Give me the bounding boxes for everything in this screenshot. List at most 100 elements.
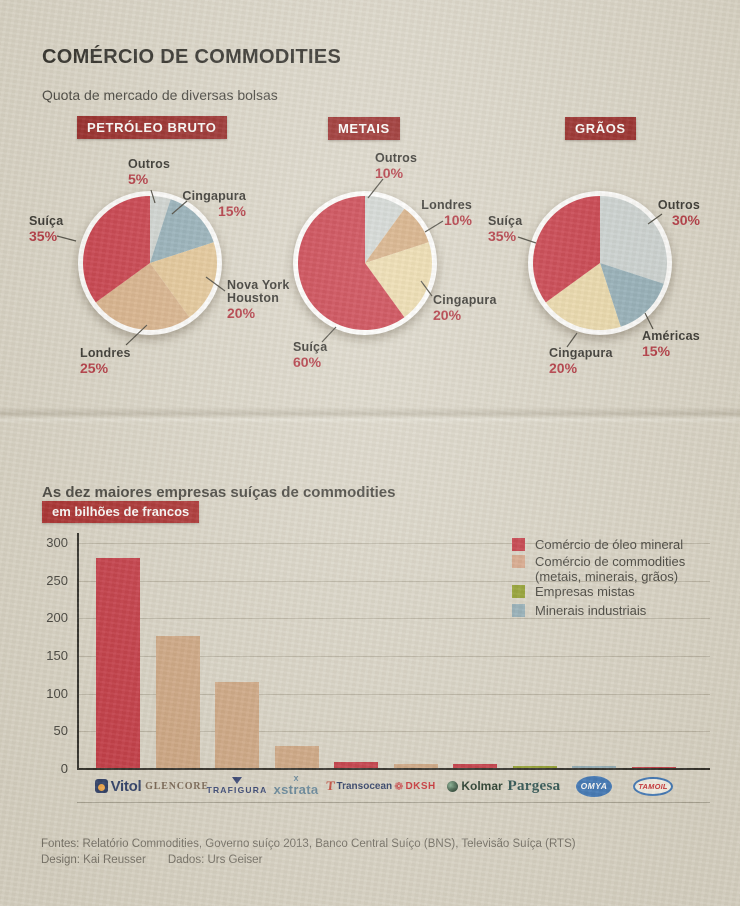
footer-credit-design: Design: Kai Reusser <box>41 854 146 866</box>
logo-pargesa: Pargesa <box>502 772 566 800</box>
trafigura-triangle-icon <box>232 777 242 784</box>
kolmar-globe-icon <box>447 780 459 792</box>
pie-slice-suíça <box>297 195 405 330</box>
logo-glencore: GLENCORE <box>145 772 209 800</box>
pie-label-p3-suica: Suíça 35% <box>488 214 523 244</box>
pie-slice-londres <box>95 263 190 330</box>
bar-omya <box>572 766 616 769</box>
pie-tag-graos: GRÃOS <box>565 117 636 140</box>
pie-tag-metais: METAIS <box>328 117 400 140</box>
gridline-300 <box>78 543 710 544</box>
bar-vitol <box>96 558 140 769</box>
pie-slice-suíça <box>533 196 600 303</box>
label-connector-line <box>644 312 654 330</box>
logo-text-xstrata: xstrata <box>273 782 319 797</box>
pie-slice-cingapura <box>365 242 432 318</box>
y-tick-label-200: 200 <box>46 610 68 625</box>
label-connector-line <box>205 276 226 292</box>
label-connector-line <box>125 324 148 346</box>
logo-text-trafigura: TRAFIGURA <box>206 785 268 795</box>
gridline-150 <box>78 656 710 657</box>
pie-slice-nova-york-houston <box>150 242 217 318</box>
pie-slice-outros <box>150 196 171 263</box>
label-connector-line <box>56 235 77 242</box>
y-tick-label-250: 250 <box>46 573 68 588</box>
pie-slice-suíça <box>83 196 150 303</box>
pie-tag-petroleo-bruto: PETRÓLEO BRUTO <box>77 116 227 139</box>
pie-chart-1 <box>293 191 437 335</box>
label-connector-line <box>517 236 537 244</box>
bar-chart-title: As dez maiores empresas suíças de commod… <box>42 484 396 502</box>
pie-label-p2-outros: Outros 10% <box>375 151 418 181</box>
pie-label-p1-londres: Londres 25% <box>80 346 131 376</box>
page-title: COMÉRCIO DE COMMODITIES <box>42 46 342 69</box>
legend-chip-olive <box>512 585 525 598</box>
omya-oval-icon: OMYA <box>576 775 612 797</box>
pie-label-p1-suica: Suíça 35% <box>29 214 64 244</box>
legend-item-commodities: Comércio de commodities (metais, minerais… <box>512 554 685 584</box>
bar-glencore <box>155 636 200 769</box>
logo-trafigura: TRAFIGURA <box>205 772 269 800</box>
legend-item-empresas-mistas: Empresas mistas <box>512 584 635 599</box>
logo-text-omya: OMYA <box>580 781 608 791</box>
legend-chip-red <box>512 538 525 551</box>
x-axis-line <box>77 768 710 770</box>
logo-dksh: DKSH <box>383 772 447 800</box>
logo-omya: OMYA <box>562 772 626 800</box>
logo-text-dksh: DKSH <box>405 780 436 792</box>
pie-slice-cingapura <box>545 263 621 330</box>
gridline-100 <box>78 694 710 695</box>
pie-slice-cingapura <box>150 199 214 263</box>
vitol-icon <box>94 779 108 793</box>
logo-text-pargesa: Pargesa <box>507 777 561 794</box>
footer-credits: Design: Kai Reusser Dados: Urs Geiser <box>41 854 262 866</box>
y-axis-line <box>77 533 79 770</box>
bar-kolmar <box>453 764 497 769</box>
paper-fold-divider <box>0 407 740 423</box>
pie-label-p2-cingapura: Cingapura 20% <box>433 293 497 323</box>
logos-divider-line <box>77 802 710 803</box>
bar-dksh <box>393 764 438 769</box>
bar-trafigura <box>215 682 259 769</box>
bar-xstrata <box>274 746 319 769</box>
logo-xstrata: xstrata <box>264 772 328 800</box>
logo-transocean: Transocean <box>324 772 394 800</box>
label-connector-line <box>420 280 433 297</box>
pie-chart-2 <box>528 191 672 335</box>
logo-kolmar: Kolmar <box>443 772 507 800</box>
legend-item-minerais-industriais: Minerais industriais <box>512 603 646 618</box>
gridline-200 <box>78 618 710 619</box>
pie-label-p3-cingapura: Cingapura 20% <box>549 346 613 376</box>
y-tick-label-300: 300 <box>46 535 68 550</box>
legend-chip-blue <box>512 604 525 617</box>
gridline-50 <box>78 731 710 732</box>
label-connector-line <box>647 213 663 225</box>
logo-text-tamoil: TAMOIL <box>638 781 668 791</box>
footer-sources: Fontes: Relatório Commodities, Governo s… <box>41 838 576 850</box>
bar-pargesa <box>512 766 557 769</box>
xstrata-x-icon <box>293 775 298 782</box>
pie-label-p3-outros: Outros 30% <box>657 198 700 228</box>
label-connector-line <box>367 178 384 199</box>
transocean-t-icon <box>325 778 335 794</box>
legend-chip-tan <box>512 555 525 568</box>
logo-text-vitol: Vitol <box>110 777 142 795</box>
pie-label-p1-cingapura: Cingapura 15% <box>182 189 246 219</box>
logo-text-glencore: GLENCORE <box>145 780 209 792</box>
pie-label-p1-outros: Outros 5% <box>128 157 171 187</box>
page-subtitle: Quota de mercado de diversas bolsas <box>42 87 278 103</box>
pie-slice-américas <box>600 263 664 327</box>
pie-slice-outros <box>365 196 405 263</box>
pie-label-p2-suica: Suíça 60% <box>293 340 328 370</box>
footer-credit-data: Dados: Urs Geiser <box>167 854 263 866</box>
label-connector-line <box>321 326 337 343</box>
label-connector-line <box>171 200 188 215</box>
y-tick-label-100: 100 <box>46 686 68 701</box>
label-connector-line <box>150 189 156 204</box>
pie-charts-canvas <box>56 178 672 348</box>
gridline-250 <box>78 581 710 582</box>
logo-vitol: Vitol <box>86 772 150 800</box>
logo-text-kolmar: Kolmar <box>461 779 503 793</box>
pie-slice-outros <box>600 196 667 284</box>
